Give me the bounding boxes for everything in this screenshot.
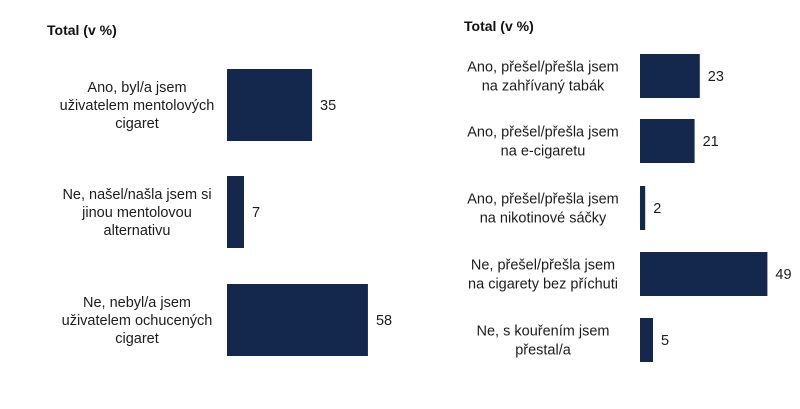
category-label: Ano, přešel/přešla jsem na e-cigaretu <box>467 125 619 160</box>
bar-chart-right: 23 Ano, přešel/přešla jsem na zahřívaný ta… <box>467 54 792 362</box>
data-label: 58 <box>376 313 392 329</box>
bar <box>227 69 313 141</box>
category-label: Ne, našel/našla jsem si jinou mentolovou a… <box>62 187 211 239</box>
data-label: 2 <box>653 201 661 217</box>
data-label: 5 <box>661 333 669 349</box>
data-label: 23 <box>708 69 724 85</box>
chart-panel-left: Total (v %) 35 Ano, byl/a jsem uživatelem … <box>47 22 392 356</box>
bar <box>227 176 245 248</box>
data-label: 49 <box>775 267 791 283</box>
category-label: Ano, byl/a jsem uživatelem mentolových cig… <box>60 80 215 132</box>
category-label: Ano, přešel/přešla jsem na nikotinové sáč… <box>467 192 619 227</box>
bar <box>227 284 368 356</box>
bar <box>640 54 700 98</box>
chart-panel-right: Total (v %) 23 Ano, přešel/přešla jsem na … <box>420 0 800 409</box>
data-label: 35 <box>320 98 336 114</box>
bar-chart-left: 35 Ano, byl/a jsem uživatelem mentolových c… <box>60 69 392 356</box>
chart-title-right: Total (v %) <box>464 18 534 34</box>
bar <box>640 318 653 362</box>
category-label: Ne, nebyl/a jsem uživatelem ochucených cig… <box>62 295 213 347</box>
category-label: Ne, přešel/přešla jsem na cigarety bez př… <box>468 258 618 293</box>
chart-title-left: Total (v %) <box>47 22 117 38</box>
bar <box>640 186 646 230</box>
category-label: Ne, s kouřením jsem přestal/a <box>477 324 610 359</box>
data-label: 21 <box>703 134 719 150</box>
bar <box>640 252 768 296</box>
category-label: Ano, přešel/přešla jsem na zahřívaný tabá… <box>467 60 619 95</box>
data-label: 7 <box>252 205 260 221</box>
bar <box>640 119 695 163</box>
